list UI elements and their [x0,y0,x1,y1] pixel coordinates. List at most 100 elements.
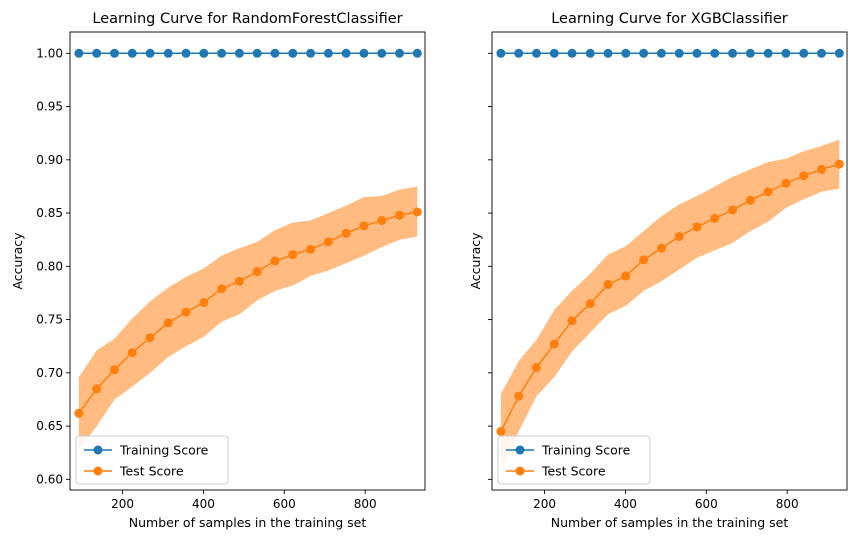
legend: Training Score Test Score [497,435,651,485]
series-0-point-9 [234,48,244,58]
confidence-band-1 [500,139,840,469]
series-1-point-16 [359,221,369,231]
series-0-point-15 [763,48,773,58]
series-1-point-12 [288,250,298,260]
y-tick-label-0: 0.60 [36,472,63,486]
series-0-point-16 [359,48,369,58]
series-0-point-6 [181,48,191,58]
legend-label-0: Training Score [119,443,209,458]
series-1-point-19 [834,159,844,169]
series-0-point-10 [252,48,262,58]
series-1-point-12 [710,213,720,223]
series-1-point-15 [341,228,351,238]
series-1-point-3 [127,348,137,358]
series-0-point-14 [745,48,755,58]
series-1-point-16 [781,178,791,188]
series-0-point-16 [781,48,791,58]
series-1-point-19 [412,207,422,217]
series-0-point-1 [514,48,524,58]
y-tick-label-1: 0.65 [36,419,63,433]
series-1-point-17 [799,171,809,181]
confidence-band-1 [78,186,418,450]
series-1-point-10 [252,267,262,277]
legend-label-1: Test Score [541,464,606,479]
x-tick-label-2: 600 [695,497,718,511]
chart-title: Learning Curve for XGBClassifier [551,11,788,27]
series-0-point-2 [109,48,119,58]
legend-marker-1 [515,466,525,476]
series-1-point-5 [163,318,173,328]
series-1-point-13 [728,205,738,215]
series-1-point-3 [549,339,559,349]
series-0-point-7 [199,48,209,58]
y-tick-label-2: 0.70 [36,366,63,380]
series-0-point-6 [603,48,613,58]
series-1-point-15 [763,187,773,197]
series-1-point-7 [199,298,209,308]
series-0-point-12 [288,48,298,58]
series-0-point-11 [692,48,702,58]
legend-box [497,435,651,485]
series-1-point-14 [323,237,333,247]
y-tick-label-8: 1.00 [36,46,63,60]
series-1-point-4 [145,333,155,343]
y-tick-label-5: 0.85 [36,206,63,220]
series-0-point-3 [127,48,137,58]
legend-box [75,435,229,485]
x-tick-label-1: 400 [192,497,215,511]
series-0-point-4 [567,48,577,58]
series-1-point-14 [745,195,755,205]
series-0-point-11 [270,48,280,58]
series-0-point-5 [163,48,173,58]
series-0-point-0 [496,48,506,58]
series-1-point-11 [692,222,702,232]
y-tick-label-4: 0.80 [36,259,63,273]
series-0-point-3 [549,48,559,58]
series-0-point-13 [306,48,316,58]
series-0-point-5 [585,48,595,58]
series-1-point-11 [270,256,280,266]
series-1-point-5 [585,299,595,309]
series-1-point-9 [234,276,244,286]
series-1-point-18 [395,210,405,220]
series-0-point-13 [728,48,738,58]
series-1-point-1 [92,384,102,394]
series-0-point-8 [217,48,227,58]
series-0-point-17 [377,48,387,58]
series-0-point-9 [656,48,666,58]
legend-marker-0 [515,445,525,455]
series-0-point-18 [817,48,827,58]
y-axis-label: Accuracy [10,232,25,290]
chart-title: Learning Curve for RandomForestClassifie… [92,11,402,27]
random-forest-plot: 200 400 600 800 0.60 0.65 0.70 0.75 0.80 0.85 0.90… [10,11,426,530]
y-tick-label-7: 0.95 [36,100,63,114]
x-tick-label-3: 800 [776,497,799,511]
series-0-point-17 [799,48,809,58]
x-tick-label-2: 600 [273,497,296,511]
series-1-point-0 [496,426,506,436]
x-tick-label-1: 400 [614,497,637,511]
series-0-point-4 [145,48,155,58]
series-1-point-7 [621,271,631,281]
legend-marker-0 [93,445,103,455]
series-0-point-1 [92,48,102,58]
series-1-point-8 [639,255,649,265]
series-1-point-2 [531,363,541,373]
axes-frame [69,31,426,491]
series-0-point-18 [395,48,405,58]
series-1-point-18 [817,164,827,174]
legend-marker-1 [93,466,103,476]
series-1-point-17 [377,216,387,226]
x-axis-label: Number of samples in the training set [129,515,367,530]
x-tick-label-3: 800 [354,497,377,511]
y-axis-label: Accuracy [468,232,483,290]
series-0-point-19 [412,48,422,58]
series-0-point-8 [639,48,649,58]
legend: Training Score Test Score [75,435,229,485]
series-1-point-1 [514,391,524,401]
x-tick-label-0: 200 [111,497,134,511]
series-0-point-2 [531,48,541,58]
series-0-point-19 [834,48,844,58]
series-0-point-7 [621,48,631,58]
y-tick-label-6: 0.90 [36,153,63,167]
